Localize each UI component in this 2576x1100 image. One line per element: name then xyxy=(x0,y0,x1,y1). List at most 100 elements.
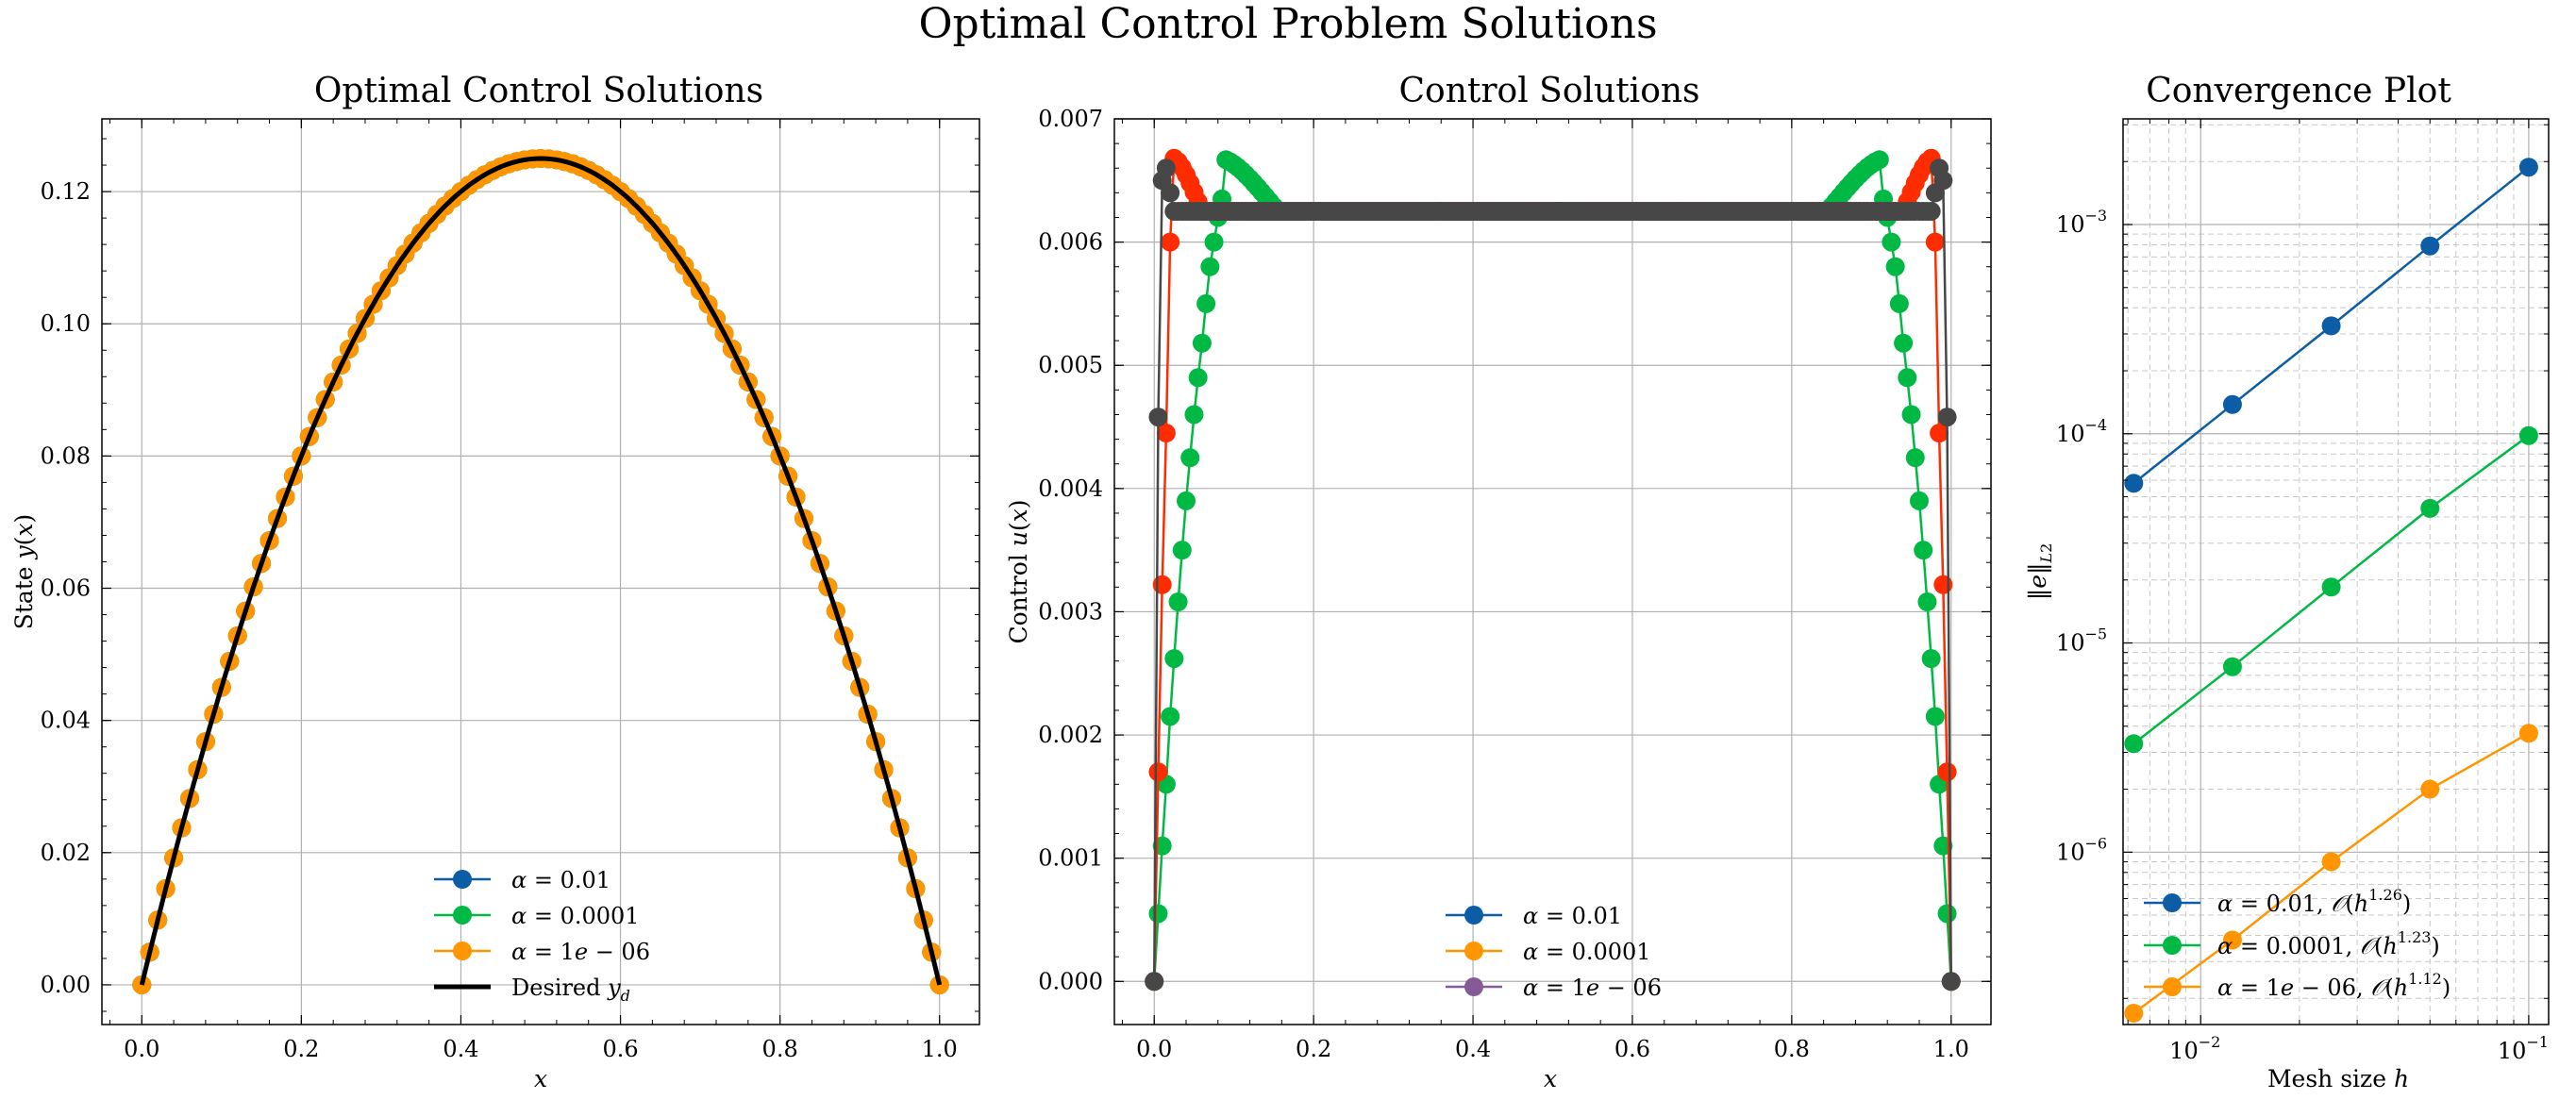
panel-state-ticks: 0.0 0.2 0.4 0.6 0.8 1.0 0.00 0.02 0.04 0.06 0.08 0.… xyxy=(41,119,979,1062)
data-point xyxy=(1889,293,1909,313)
legend-entry: α = 1e − 06 xyxy=(1446,975,1662,1001)
x-tick-label: 1.0 xyxy=(922,1036,958,1062)
y-tick-label: 0.007 xyxy=(1038,106,1103,132)
legend-label: α = 1e − 06 xyxy=(1523,975,1662,1001)
data-point xyxy=(2222,657,2242,676)
data-point xyxy=(2222,394,2242,414)
x-tick-label: 0.8 xyxy=(762,1036,798,1062)
data-point xyxy=(1921,201,1941,221)
data-point xyxy=(1161,707,1180,726)
x-tick-label: 10−2 xyxy=(2169,1033,2220,1064)
data-point xyxy=(1921,649,1941,669)
y-tick-label: 0.005 xyxy=(1038,352,1103,378)
x-tick-label: 1.0 xyxy=(1933,1036,1969,1062)
desired-line xyxy=(139,156,943,986)
data-point xyxy=(1168,592,1188,611)
x-tick-label: 0.2 xyxy=(283,1036,319,1062)
x-tick-label: 0.6 xyxy=(602,1036,638,1062)
legend-label: α = 0.01 xyxy=(1523,903,1622,929)
data-point xyxy=(1200,257,1220,276)
data-point xyxy=(1941,972,1961,992)
data-point xyxy=(1164,649,1184,669)
x-tick-label: 0.0 xyxy=(124,1036,159,1062)
data-point xyxy=(1925,707,1945,726)
panel-state-grid xyxy=(102,119,979,1025)
legend-entry: α = 0.01 xyxy=(1446,903,1622,929)
x-tick-label: 0.6 xyxy=(1614,1036,1650,1062)
legend-label: α = 0.0001 xyxy=(511,903,640,929)
data-point xyxy=(1177,491,1196,510)
y-tick-label: 0.001 xyxy=(1038,845,1103,872)
tick-base: 10 xyxy=(2056,421,2085,447)
tick-base: 10 xyxy=(2056,211,2085,238)
data-point xyxy=(2518,158,2538,177)
data-point xyxy=(1156,158,1176,178)
data-point xyxy=(2124,1003,2144,1023)
panel-convergence-title: Convergence Plot xyxy=(2146,72,2451,110)
panel-convergence: Convergence Plot 10−2 10−110−610−510−410−… xyxy=(2024,72,2550,1092)
data-point xyxy=(1172,541,1192,560)
y-tick-label: 0.02 xyxy=(41,840,91,866)
legend-label: α = 1e − 06 xyxy=(511,939,650,965)
tick-base: 10 xyxy=(2056,839,2085,865)
y-tick-label: 0.08 xyxy=(41,442,91,469)
panel-convergence-grid xyxy=(2123,119,2549,1025)
panel-state-title: Optimal Control Solutions xyxy=(314,72,763,110)
x-tick-label: 0.0 xyxy=(1136,1036,1172,1062)
legend-label: α = 1e − 06, 𝒪(h1.12) xyxy=(2217,970,2451,1001)
legend-label: α = 0.0001 xyxy=(1523,939,1651,965)
panel-control: Control Solutions 0.0 0.2 0.4 0.6 0.8 1.0 0.00… xyxy=(1005,72,1992,1092)
data-point xyxy=(1901,405,1921,425)
tick-exponent: −4 xyxy=(2084,416,2107,434)
y-tick-label: 0.000 xyxy=(1038,968,1103,994)
data-point xyxy=(1204,232,1224,252)
y-tick-label: 0.004 xyxy=(1038,475,1103,502)
data-point xyxy=(1909,491,1929,510)
data-point xyxy=(1937,904,1957,924)
data-point xyxy=(1148,904,1168,924)
panel-state-frame xyxy=(101,118,980,1025)
panel-convergence-ticks: 10−2 10−110−610−510−410−3 xyxy=(2056,119,2549,1064)
panel-control-legend: α = 0.01 α = 0.0001 α = 1e − 06 xyxy=(1446,903,1662,1001)
legend-entry: α = 1e − 06, 𝒪(h1.12) xyxy=(2144,970,2451,1001)
data-point xyxy=(1148,408,1168,427)
x-tick-label: 0.2 xyxy=(1296,1036,1331,1062)
data-point xyxy=(1145,972,1164,992)
panel-control-xlabel: x xyxy=(1544,1065,1557,1092)
y-tick-label: 0.006 xyxy=(1038,229,1103,256)
panel-control-ticks: 0.0 0.2 0.4 0.6 0.8 1.0 0.000 0.001 0.002 0.003 0.… xyxy=(1038,106,1991,1062)
panel-state-legend: α = 0.01 α = 0.0001 α = 1e − 06 Desired … xyxy=(434,867,650,1005)
data-point xyxy=(2321,316,2341,336)
panel-control-frame xyxy=(1113,118,1992,1025)
data-point xyxy=(1925,232,1945,252)
data-point xyxy=(1905,448,1925,468)
y-tick-label: 10−4 xyxy=(2056,416,2107,447)
data-point xyxy=(1930,424,1949,443)
data-point xyxy=(1180,448,1200,468)
x-tick-label: 0.4 xyxy=(1455,1036,1491,1062)
legend-entry: α = 1e − 06 xyxy=(434,939,650,965)
data-point xyxy=(1937,408,1957,427)
data-point xyxy=(1933,171,1953,191)
data-point xyxy=(2124,734,2144,754)
panel-state: Optimal Control Solutions 0.0 0.2 0.4 0.6 0.… xyxy=(10,72,980,1092)
tick-exponent: −3 xyxy=(2084,207,2107,225)
x-tick-label: 10−1 xyxy=(2498,1033,2549,1064)
tick-base: 10 xyxy=(2056,630,2085,657)
data-point xyxy=(1148,762,1168,782)
tick-exponent: −2 xyxy=(2199,1033,2221,1051)
data-point xyxy=(1152,575,1172,594)
data-point xyxy=(2222,930,2242,950)
data-point xyxy=(2420,236,2440,256)
y-tick-label: 10−6 xyxy=(2056,834,2107,865)
y-tick-label: 10−3 xyxy=(2056,207,2107,238)
legend-entry: α = 0.0001 xyxy=(434,903,640,929)
data-point xyxy=(1894,333,1914,353)
data-point xyxy=(2420,498,2440,518)
legend-entry: α = 0.0001 xyxy=(1446,939,1651,965)
y-tick-label: 0.04 xyxy=(41,708,91,734)
data-point xyxy=(1882,232,1901,252)
tick-exponent: −5 xyxy=(2084,625,2107,643)
panel-state-ylabel: State y(x) xyxy=(10,514,38,630)
